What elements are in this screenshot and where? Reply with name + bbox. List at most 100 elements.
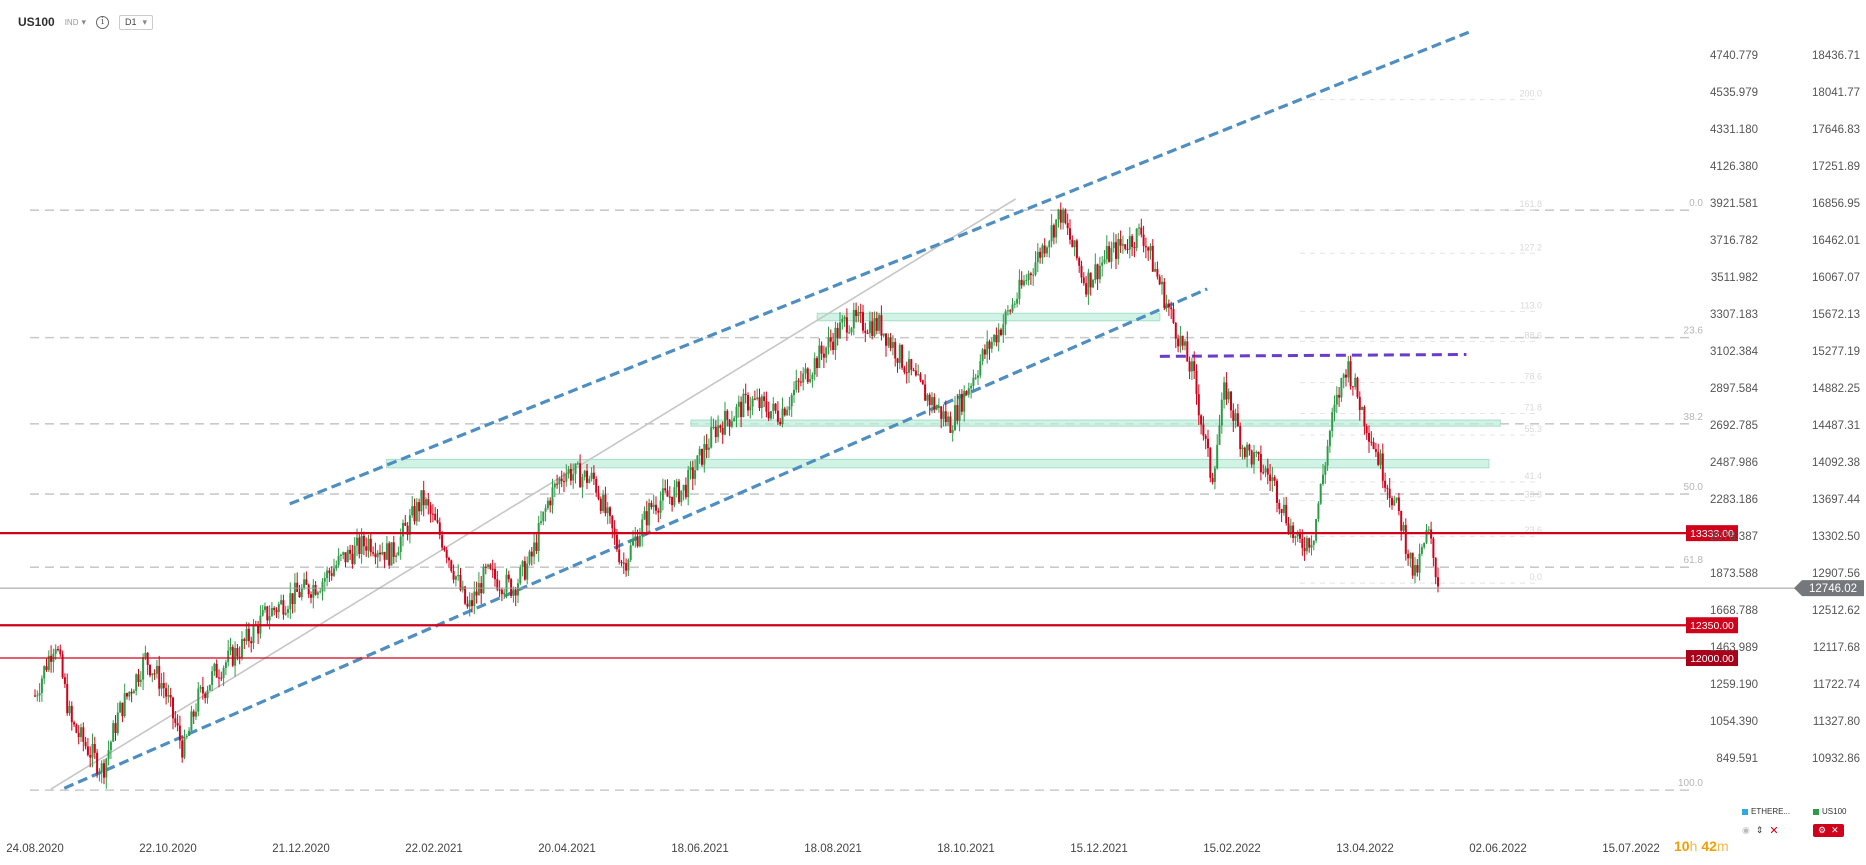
candle-body xyxy=(618,549,621,563)
candle-body xyxy=(381,551,384,555)
fib-extension-label: 78.6 xyxy=(1524,372,1542,382)
candle-body xyxy=(303,579,306,589)
settings-icon[interactable]: ⚙ xyxy=(1818,825,1827,835)
candle-body xyxy=(1301,538,1304,548)
candle-body xyxy=(917,374,920,376)
candle-body xyxy=(1305,538,1308,552)
candle-body xyxy=(1179,335,1182,347)
candle-body xyxy=(1057,209,1060,220)
candle-body xyxy=(142,657,145,680)
y-axis-points-tick: 2078.387 xyxy=(1710,531,1758,543)
candlesticks xyxy=(34,202,1439,789)
fib-level-label: 61.8 xyxy=(1684,555,1704,566)
eye-icon[interactable]: ◉ xyxy=(1742,825,1750,835)
candle-body xyxy=(606,507,609,514)
candle-body xyxy=(312,585,315,598)
candle-body xyxy=(579,463,582,488)
candle-body xyxy=(197,688,200,712)
candle-body xyxy=(436,520,439,523)
candle-body xyxy=(843,317,846,319)
candle-body xyxy=(172,697,174,719)
fib-level-label: 100.0 xyxy=(1678,778,1703,789)
candle-body xyxy=(625,563,628,571)
candle-body xyxy=(238,656,241,658)
fib-extension-label: 88.6 xyxy=(1524,330,1542,340)
candle-body xyxy=(811,374,814,380)
candle-body xyxy=(1098,265,1101,280)
candle-body xyxy=(1340,377,1343,398)
candle-body xyxy=(638,535,641,547)
candle-body xyxy=(54,649,57,654)
candle-body xyxy=(211,671,214,685)
candle-body xyxy=(1124,244,1127,249)
candle-body xyxy=(1004,311,1007,325)
info-icon[interactable]: i xyxy=(96,15,110,29)
mini-panel-us100[interactable]: US100 ⚙ ✕ xyxy=(1813,807,1846,837)
y-axis-price-tick: 12512.62 xyxy=(1812,605,1860,617)
candle-body xyxy=(540,521,542,523)
candle-body xyxy=(954,405,956,431)
y-axis-points-tick: 1873.588 xyxy=(1710,568,1758,580)
mini-panel-ethereum[interactable]: ETHERE... ◉ ⇕ ✕ xyxy=(1742,807,1790,837)
candle-body xyxy=(774,403,777,411)
candle-body xyxy=(427,499,430,506)
candle-body xyxy=(740,401,743,418)
us100-actions[interactable]: ⚙ ✕ xyxy=(1813,824,1844,837)
candle-body xyxy=(47,655,50,671)
candle-body xyxy=(1414,565,1416,576)
y-axis-price-tick: 17251.89 xyxy=(1812,161,1860,173)
candle-body xyxy=(705,444,708,450)
y-axis-price-tick: 15277.19 xyxy=(1812,346,1860,358)
symbol-label[interactable]: US100 xyxy=(18,15,55,29)
candle-body xyxy=(1386,487,1389,489)
candle-body xyxy=(121,702,124,717)
candle-body xyxy=(597,492,600,499)
candle-body xyxy=(1069,228,1071,240)
y-axis-points-tick: 3921.581 xyxy=(1710,198,1758,210)
candle-body xyxy=(457,574,460,577)
fib-extension-label: 161.8 xyxy=(1519,199,1542,209)
candle-body xyxy=(153,673,156,675)
candle-body xyxy=(477,583,480,596)
candle-body xyxy=(1420,547,1423,554)
symbol-type-selector[interactable]: IND ▾ xyxy=(65,17,86,28)
candle-body xyxy=(227,650,230,663)
candle-body xyxy=(1391,498,1393,506)
candle-body xyxy=(369,538,372,553)
candle-body xyxy=(857,312,860,317)
candle-body xyxy=(880,315,883,336)
candle-body xyxy=(266,606,269,621)
candle-body xyxy=(666,490,669,497)
candle-body xyxy=(1236,413,1239,427)
candle-body xyxy=(569,468,572,481)
candle-body xyxy=(533,542,536,557)
candle-body xyxy=(337,555,340,566)
candle-body xyxy=(144,652,147,658)
candle-body xyxy=(1195,370,1198,395)
ethereum-color-dot xyxy=(1742,808,1748,815)
candle-body xyxy=(1213,468,1216,483)
candle-body xyxy=(174,718,177,723)
candle-body xyxy=(1041,245,1044,258)
candle-body xyxy=(1105,246,1108,260)
candle-body xyxy=(887,337,890,346)
sort-icon[interactable]: ⇕ xyxy=(1755,825,1764,835)
close-icon[interactable]: ✕ xyxy=(1769,825,1779,837)
x-axis-tick: 15.07.2022 xyxy=(1602,843,1660,855)
candle-body xyxy=(1381,453,1384,481)
candle-body xyxy=(66,684,69,714)
axes: 4740.779 4535.979 4331.180 4126.380 3921.581… xyxy=(6,50,1860,855)
candle-body xyxy=(588,478,591,483)
candle-body xyxy=(813,358,816,375)
candle-body xyxy=(1126,248,1129,250)
timeframe-select[interactable]: D1 ▾ xyxy=(119,14,154,30)
close-icon[interactable]: ✕ xyxy=(1831,825,1839,835)
fib-level-label: 38.2 xyxy=(1684,412,1704,423)
candle-body xyxy=(307,584,310,595)
fib-level-label: 23.6 xyxy=(1684,326,1704,337)
candle-body xyxy=(944,411,947,422)
candle-body xyxy=(988,341,991,349)
candle-body xyxy=(1379,453,1382,465)
candle-body xyxy=(1209,448,1212,478)
